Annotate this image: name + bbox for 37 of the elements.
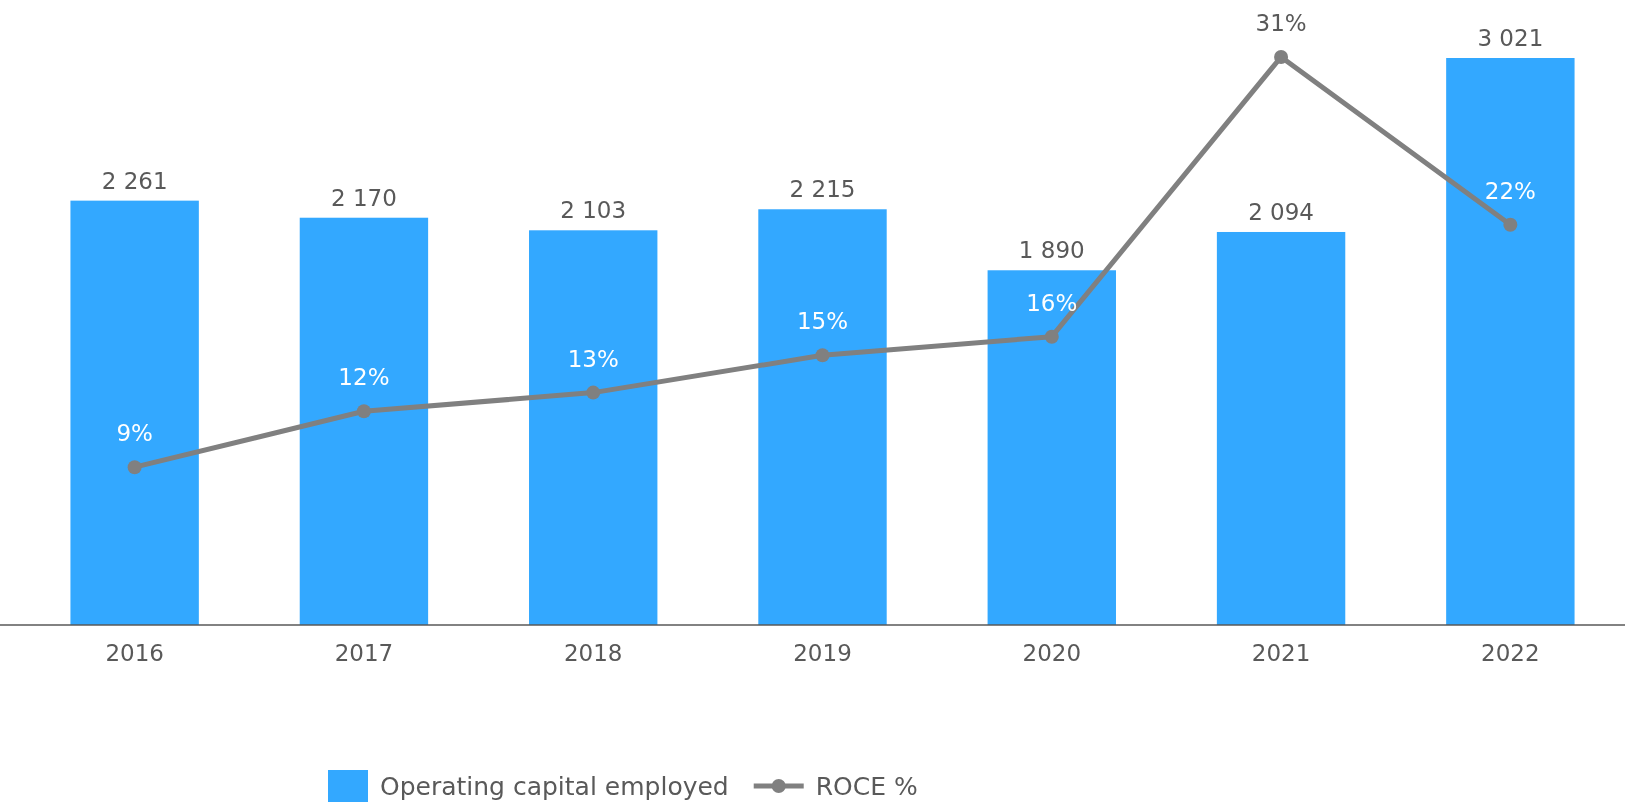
data-label: 2 170 [331, 184, 397, 211]
data-label: 15% [796, 308, 849, 335]
data-label: 16% [1026, 289, 1078, 316]
data-label: 9% [116, 420, 153, 447]
legend-label: ROCE % [815, 772, 918, 801]
x-tick-label: 2016 [105, 640, 164, 667]
x-tick-label: 2018 [563, 640, 623, 667]
data-label: 2 215 [789, 176, 856, 203]
point [1044, 329, 1059, 344]
data-label: 31% [1255, 10, 1307, 36]
bar [529, 230, 658, 625]
x-tick-label: 2019 [793, 640, 852, 667]
point [586, 385, 601, 400]
point [127, 460, 142, 475]
data-label: 13% [567, 345, 619, 372]
bar [1446, 58, 1575, 625]
x-tick-label: 2021 [1251, 640, 1311, 667]
x-tick-label: 2020 [1022, 640, 1082, 667]
point [815, 348, 830, 363]
legend-label: Operating capital employed [380, 772, 729, 801]
data-label: 1 890 [1018, 237, 1085, 264]
data-label: 3 021 [1477, 25, 1544, 51]
data-label: 2 094 [1248, 198, 1314, 225]
bar [758, 209, 887, 625]
data-label: 12% [338, 364, 390, 391]
point [1274, 50, 1289, 64]
point [1503, 217, 1518, 232]
data-label: 2 103 [560, 197, 627, 224]
data-label: 2 261 [101, 167, 168, 194]
bar [70, 200, 199, 625]
x-tick-label: 2017 [334, 640, 394, 667]
x-tick-label: 2022 [1481, 640, 1540, 667]
bar [1216, 231, 1346, 625]
data-label: 22% [1484, 177, 1536, 204]
bar [987, 270, 1116, 625]
point [356, 404, 371, 419]
bar [299, 217, 429, 625]
